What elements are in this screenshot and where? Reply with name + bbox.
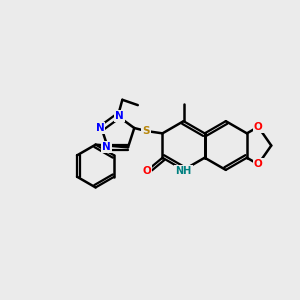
Text: N: N	[96, 123, 104, 133]
Text: O: O	[254, 159, 262, 169]
Text: NH: NH	[176, 167, 192, 176]
Text: S: S	[142, 126, 150, 136]
Text: O: O	[142, 166, 151, 176]
Text: N: N	[115, 111, 124, 121]
Text: O: O	[254, 122, 262, 132]
Text: N: N	[102, 142, 111, 152]
